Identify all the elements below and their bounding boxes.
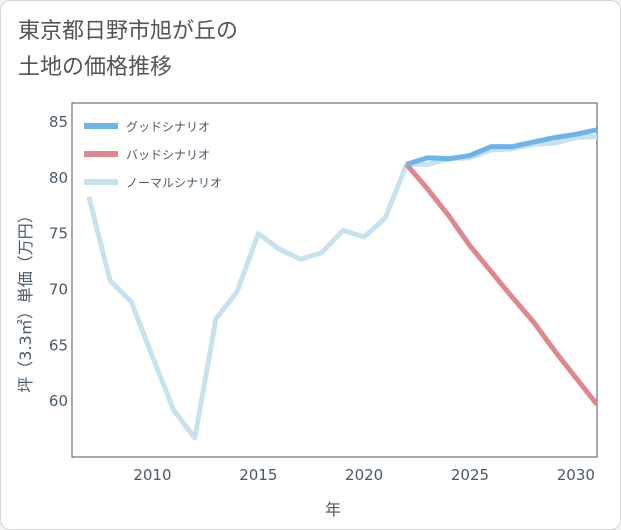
legend-label: グッドシナリオ [126,120,210,134]
legend-label: ノーマルシナリオ [126,176,222,190]
y-axis-ticks: 60 65 70 75 80 85 [49,113,68,410]
x-tick-label: 2010 [133,466,171,484]
legend-label: バッドシナリオ [126,148,210,162]
plot-frame [71,102,598,458]
plot-area [71,102,598,458]
y-axis-title: 坪（3.3㎡）単価（万円） [16,207,35,392]
chart-title-line-2: 土地の価格推移 [18,55,173,80]
y-tick-label: 75 [49,225,68,243]
x-tick-label: 2015 [239,466,277,484]
y-tick-label: 65 [49,336,68,354]
y-tick-label: 85 [49,113,68,131]
x-tick-label: 2025 [451,466,489,484]
y-tick-label: 60 [49,392,68,410]
x-tick-label: 2030 [557,466,595,484]
x-tick-label: 2020 [345,466,383,484]
x-axis-title: 年 [325,500,341,519]
x-axis-ticks: 2010 2015 2020 2025 2030 [133,466,595,484]
series-layer [86,127,597,441]
series-line-1 [404,162,597,407]
chart-title: 東京都日野市旭が丘の 土地の価格推移 [18,14,418,86]
y-tick-label: 70 [49,280,68,298]
y-tick-label: 80 [49,169,68,187]
series-line-0 [405,127,597,167]
chart-title-line-1: 東京都日野市旭が丘の [18,19,239,44]
